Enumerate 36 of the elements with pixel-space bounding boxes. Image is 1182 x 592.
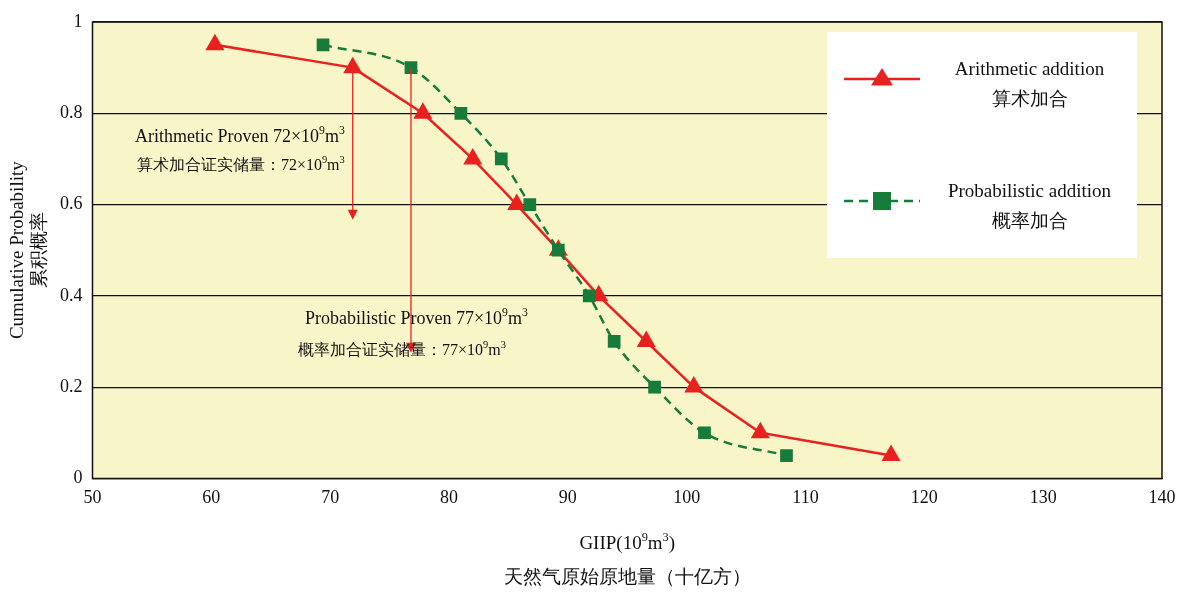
- y-tick-label: 0.2: [60, 375, 83, 396]
- point: [684, 376, 704, 393]
- x-tick-label: 140: [1148, 486, 1176, 507]
- point: [316, 38, 330, 52]
- legend-label: Probabilistic addition 概率加合: [946, 179, 1113, 233]
- y-tick-label: 0: [73, 467, 83, 488]
- point: [463, 147, 483, 165]
- x-tick-label: 130: [1029, 486, 1057, 507]
- y-tick-label: 0.8: [60, 102, 83, 123]
- y-axis-title: Cumulative Probability 累积概率: [5, 160, 49, 340]
- x-tick-label: 70: [321, 486, 340, 507]
- point: [523, 198, 537, 211]
- point: [494, 152, 508, 166]
- point: [881, 444, 901, 462]
- y-tick-label: 1: [73, 10, 83, 31]
- point: [205, 33, 225, 51]
- y-tick-label: 0.6: [60, 193, 83, 214]
- point: [698, 426, 711, 440]
- x-tick-label: 80: [440, 486, 458, 507]
- point: [343, 56, 363, 74]
- x-tick-label: 120: [910, 486, 938, 507]
- x-tick-label: 50: [83, 486, 102, 507]
- legend-label: Arithmetic addition 算术加合: [953, 57, 1106, 111]
- point: [780, 449, 793, 462]
- point: [648, 380, 661, 394]
- x-tick-label: 100: [673, 486, 701, 507]
- point: [413, 102, 433, 119]
- point: [582, 289, 596, 303]
- x-tick-label: 60: [202, 486, 221, 507]
- x-tick-label: 90: [558, 486, 577, 507]
- x-tick-label: 110: [792, 486, 819, 507]
- y-tick-label: 0.4: [60, 284, 83, 305]
- point: [750, 421, 770, 439]
- point: [636, 330, 656, 347]
- point: [454, 106, 468, 120]
- point: [607, 335, 621, 348]
